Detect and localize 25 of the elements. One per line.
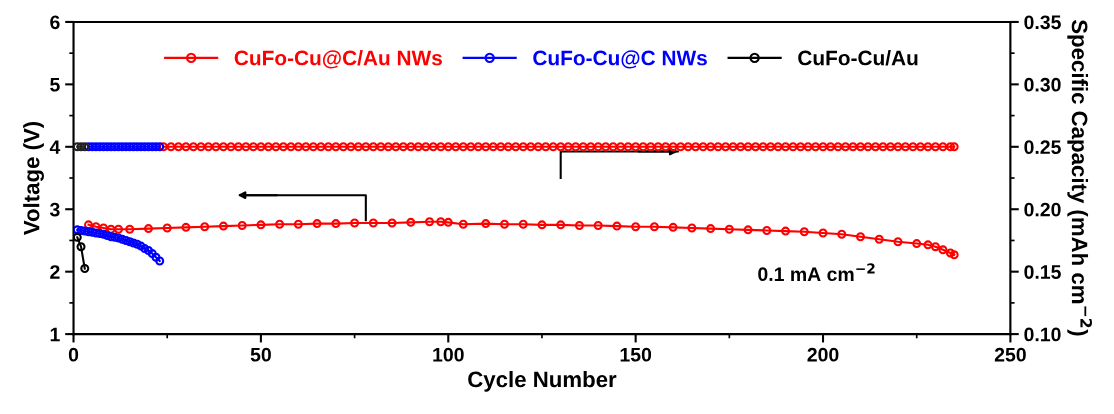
y2-tick-label: 0.30 — [1024, 77, 1061, 92]
y-tick-label: 4 — [49, 140, 61, 154]
y-tick-label: 1 — [50, 327, 60, 342]
x-tick-label: 200 — [807, 347, 839, 362]
y-tick-label: 6 — [50, 15, 60, 30]
annotation: 0.1 mA cm$^{−2}$ — [758, 263, 875, 282]
y2-tick-label: 0.15 — [1024, 265, 1061, 279]
y2-tick-label: 0.20 — [1024, 202, 1061, 217]
y-tick-label: 5 — [50, 78, 60, 92]
y2-axis-title: Specific Capacity (mAh cm$^{−2}$) — [1067, 19, 1092, 336]
y2-tick-label: 0.25 — [1024, 140, 1061, 155]
y-axis-title: Voltage (V) — [23, 121, 44, 236]
x-tick-label: 150 — [620, 347, 652, 362]
y2-tick-label: 0.10 — [1024, 327, 1061, 342]
y2-tick-label: 0.35 — [1024, 15, 1061, 30]
x-tick-label: 100 — [433, 347, 464, 362]
x-tick-label: 0 — [68, 347, 79, 362]
legend-label: CuFo-Cu@C NWs — [533, 50, 707, 69]
y-tick-label: 2 — [50, 265, 60, 279]
x-tick-label: 50 — [250, 347, 271, 362]
x-axis-title: Cycle Number — [468, 370, 617, 392]
x-tick-label: 250 — [994, 347, 1026, 362]
legend-label: CuFo-Cu/Au — [798, 50, 918, 66]
legend-label: CuFo-Cu@C/Au NWs — [234, 50, 442, 69]
y-tick-label: 3 — [49, 202, 60, 217]
